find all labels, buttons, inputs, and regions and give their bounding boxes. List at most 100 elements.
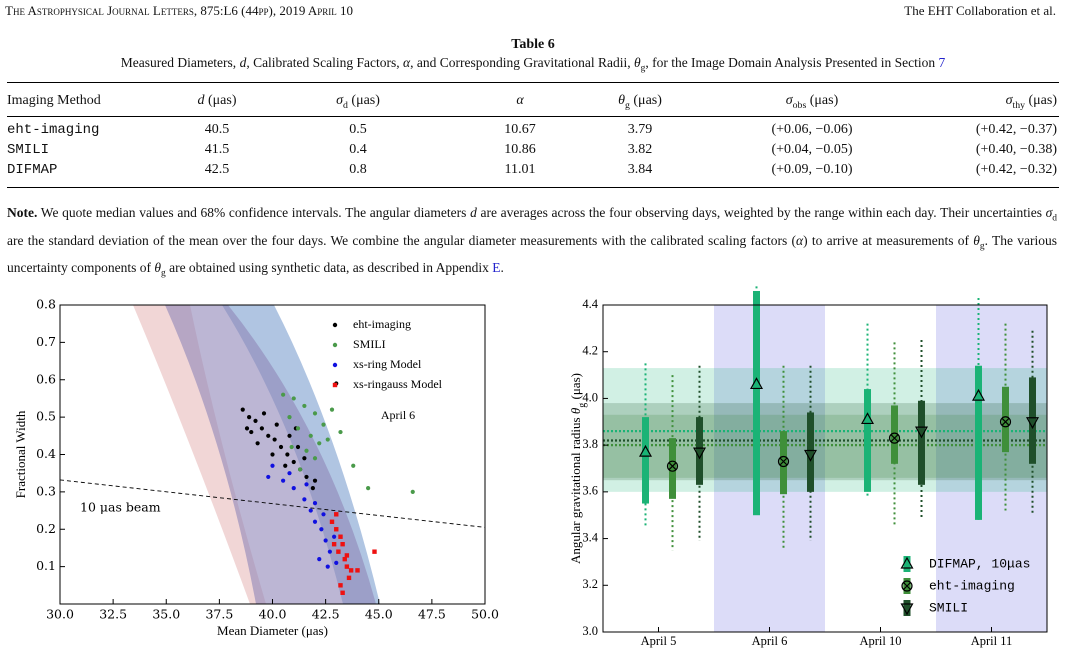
point xyxy=(1025,417,1040,430)
point xyxy=(334,527,339,532)
error-bar-68 xyxy=(1002,386,1009,453)
point xyxy=(312,519,318,524)
x-tick-label: 32.5 xyxy=(99,607,127,622)
y-tick-label: 4.0 xyxy=(582,390,598,404)
table-cell: 0.4 xyxy=(349,142,367,157)
authors-header: The EHT Collaboration et al. xyxy=(904,3,1056,18)
column-header: Imaging Method xyxy=(7,93,101,109)
error-bar-68 xyxy=(1029,377,1036,464)
point xyxy=(803,449,818,462)
point xyxy=(351,463,356,468)
point xyxy=(302,497,307,502)
point xyxy=(325,437,330,442)
x-axis-label: Mean Diameter (μas) xyxy=(217,623,328,638)
y-tick-label: 0.2 xyxy=(36,521,56,536)
point xyxy=(278,444,284,450)
point xyxy=(914,426,929,439)
text-run: , for the Image Domain Analysis Presente… xyxy=(645,55,939,70)
legend-label: eht-imaging xyxy=(353,317,411,331)
error-bar-68 xyxy=(669,438,676,499)
table-rule xyxy=(7,187,1059,189)
point xyxy=(344,564,350,569)
text-run: θ xyxy=(973,232,980,248)
section-link[interactable]: 7 xyxy=(938,55,946,70)
x-tick-label: 42.5 xyxy=(312,607,340,622)
point xyxy=(291,459,296,465)
text-run: thy xyxy=(1012,99,1025,111)
point xyxy=(327,549,332,554)
legend-label: SMILI xyxy=(929,600,968,615)
point xyxy=(289,444,294,450)
point xyxy=(298,467,303,472)
point xyxy=(329,519,335,524)
x-tick-label: 30.0 xyxy=(46,607,74,622)
y-tick-label: 4.2 xyxy=(582,344,598,358)
point xyxy=(312,456,318,461)
table-cell: 41.5 xyxy=(204,142,230,157)
point xyxy=(336,549,341,554)
text-run: , and Corresponding Gravitational Radii, xyxy=(410,55,634,70)
point xyxy=(338,429,343,435)
point xyxy=(302,456,307,461)
point xyxy=(287,471,292,476)
table-cell: eht-imaging xyxy=(7,122,100,138)
text-run: d xyxy=(470,205,477,220)
table-cell: SMILI xyxy=(7,142,50,158)
point xyxy=(302,403,307,409)
section-link[interactable]: E xyxy=(492,260,501,276)
beam-line xyxy=(59,479,486,528)
point xyxy=(272,437,277,442)
y-tick-label: 0.8 xyxy=(36,297,56,312)
point xyxy=(777,455,790,468)
point xyxy=(332,534,337,539)
legend-marker xyxy=(332,342,338,348)
point xyxy=(372,549,377,554)
table-cell: 3.79 xyxy=(627,122,653,137)
y-tick-label: 3.0 xyxy=(582,624,598,638)
table-cell: 10.67 xyxy=(504,122,536,137)
legend-bar xyxy=(903,556,911,572)
text-run: . The various uncertainty components of xyxy=(7,232,1057,276)
table-cell: (+0.42, −0.37) xyxy=(975,122,1057,137)
point xyxy=(346,575,352,581)
column-header: σd (μas) xyxy=(336,93,380,111)
table-title: Table 6 xyxy=(511,37,555,52)
text-run: (μas) xyxy=(347,93,380,108)
table-cell: (+0.42, −0.32) xyxy=(975,162,1057,177)
text-run: d xyxy=(343,99,348,111)
point xyxy=(304,482,309,487)
table-cell: DIFMAP xyxy=(7,162,58,178)
y-axis-label: Fractional Width xyxy=(13,410,28,498)
point xyxy=(338,534,343,539)
point xyxy=(338,583,343,588)
text-run: (μas) xyxy=(204,93,237,108)
point xyxy=(247,415,252,420)
text-run: g xyxy=(640,63,646,74)
legend-label: xs-ringauss Model xyxy=(353,377,443,391)
legend-marker xyxy=(332,382,338,388)
point xyxy=(270,452,275,457)
point xyxy=(321,422,326,427)
point xyxy=(334,512,339,517)
point xyxy=(295,426,301,431)
text-run: α xyxy=(795,232,804,248)
legend-label: eht-imaging xyxy=(929,578,1015,593)
y-tick-label: 0.7 xyxy=(36,334,56,349)
x-tick-label: 50.0 xyxy=(471,607,499,622)
y-tick-label: 3.2 xyxy=(582,577,598,591)
table-cell: 0.5 xyxy=(349,122,367,137)
point xyxy=(999,416,1012,428)
point xyxy=(283,463,288,468)
point xyxy=(321,512,326,517)
error-bar-68 xyxy=(807,412,814,492)
point xyxy=(274,422,279,427)
text-run: Imaging Method xyxy=(7,93,101,108)
text-run: (μas) xyxy=(568,373,583,403)
band-shape xyxy=(133,305,266,604)
point xyxy=(308,508,313,513)
point xyxy=(348,568,354,573)
day-highlight xyxy=(936,305,1047,632)
text-run: σ xyxy=(1045,205,1053,220)
y-tick-label: 0.6 xyxy=(36,371,56,386)
